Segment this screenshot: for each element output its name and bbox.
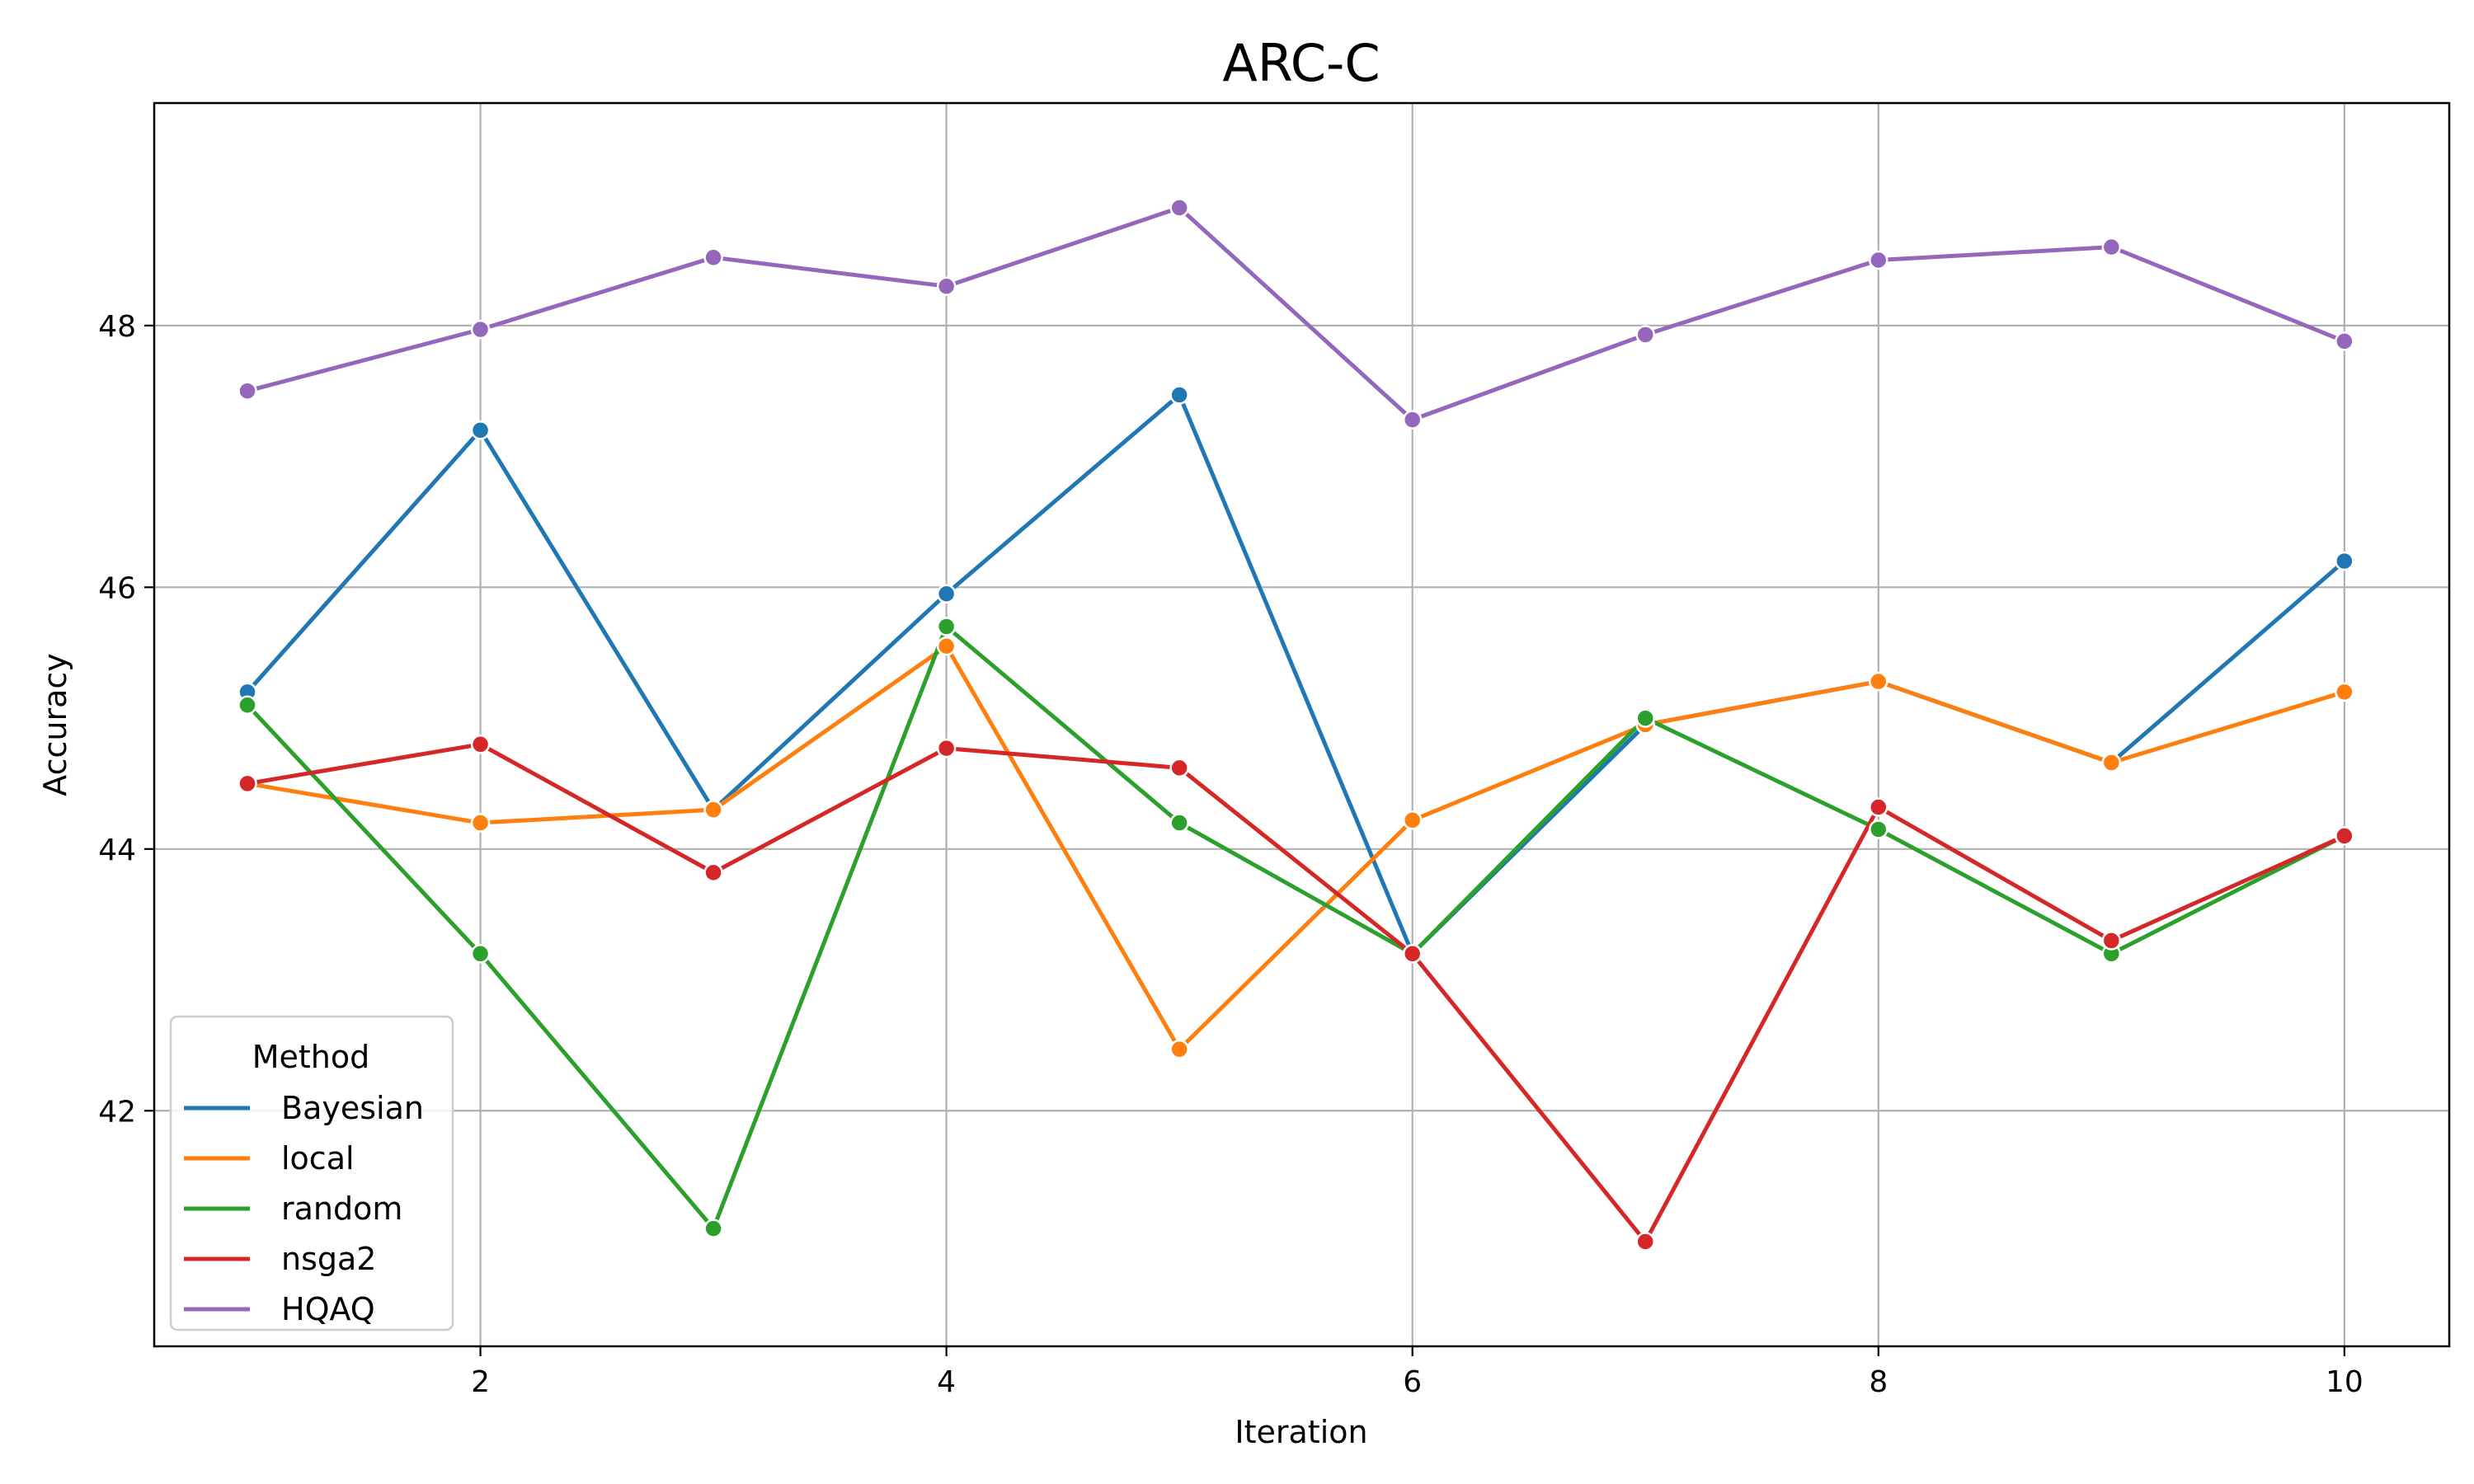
legend-label-hqaq: HQAQ <box>281 1291 375 1327</box>
series-line-hqaq <box>245 205 2347 422</box>
y-axis-label: Accuracy <box>37 653 73 796</box>
data-point-local <box>1869 671 1888 692</box>
data-point-random <box>703 1219 723 1238</box>
data-point-hqaq <box>470 319 491 340</box>
data-point-hqaq <box>2335 331 2354 351</box>
data-point-nsga2 <box>1402 944 1423 964</box>
data-point-random <box>936 617 957 636</box>
x-tick-label: 4 <box>937 1365 956 1399</box>
data-point-random <box>470 944 491 964</box>
data-point-hqaq <box>936 276 957 296</box>
y-tick-label: 48 <box>98 310 136 344</box>
legend-label-local: local <box>281 1140 355 1176</box>
y-tick-label: 46 <box>98 571 136 605</box>
data-point-random <box>1169 813 1189 833</box>
data-point-nsga2 <box>470 735 491 754</box>
legend-label-bayesian: Bayesian <box>281 1090 424 1126</box>
data-point-local <box>703 800 723 819</box>
data-point-hqaq <box>703 247 723 268</box>
data-point-nsga2 <box>1635 1232 1655 1252</box>
points-layer <box>238 198 2354 1252</box>
data-point-random <box>238 695 257 715</box>
data-point-bayesian <box>470 420 491 440</box>
x-axis-label: Iteration <box>1235 1414 1367 1450</box>
data-point-nsga2 <box>2101 931 2122 951</box>
data-point-hqaq <box>1169 198 1189 218</box>
data-point-nsga2 <box>1169 758 1189 778</box>
series-layer <box>245 205 2347 1244</box>
data-point-hqaq <box>1402 410 1423 430</box>
data-point-hqaq <box>2101 237 2122 257</box>
data-point-nsga2 <box>703 862 723 883</box>
data-point-hqaq <box>1869 250 1888 270</box>
data-point-hqaq <box>238 381 257 401</box>
data-point-local <box>1169 1039 1189 1059</box>
chart-title: ARC-C <box>1222 33 1380 93</box>
data-point-local <box>2101 753 2122 773</box>
legend: Method Bayesian local random nsga2 HQAQ <box>169 1015 454 1331</box>
y-tick-label: 44 <box>98 834 136 867</box>
legend-label-random: random <box>281 1190 402 1227</box>
data-point-hqaq <box>1635 325 1655 345</box>
legend-title: Method <box>252 1039 370 1075</box>
data-point-nsga2 <box>2335 826 2354 846</box>
plot-area <box>153 101 2451 1348</box>
data-point-bayesian <box>1169 385 1189 405</box>
data-point-local <box>470 813 491 833</box>
data-point-random <box>1635 708 1655 728</box>
data-point-bayesian <box>936 584 957 604</box>
series-line-random <box>245 624 2347 1231</box>
y-tick-label: 42 <box>98 1095 136 1129</box>
data-point-random <box>1869 819 1888 839</box>
series-line-local <box>245 644 2347 1052</box>
data-point-nsga2 <box>238 773 257 794</box>
x-tick-label: 2 <box>471 1365 490 1399</box>
x-tick-label: 8 <box>1869 1365 1888 1399</box>
data-point-nsga2 <box>936 738 957 758</box>
x-tick-label: 6 <box>1403 1365 1422 1399</box>
data-point-local <box>2335 682 2354 702</box>
series-line-nsga2 <box>245 742 2347 1244</box>
legend-box <box>169 1015 454 1331</box>
data-point-bayesian <box>2335 551 2354 571</box>
grid <box>154 103 2449 1346</box>
data-point-local <box>936 636 957 656</box>
data-point-local <box>1402 810 1423 830</box>
legend-label-nsga2: nsga2 <box>281 1241 376 1277</box>
data-point-nsga2 <box>1869 797 1888 817</box>
x-tick-label: 10 <box>2326 1365 2363 1399</box>
